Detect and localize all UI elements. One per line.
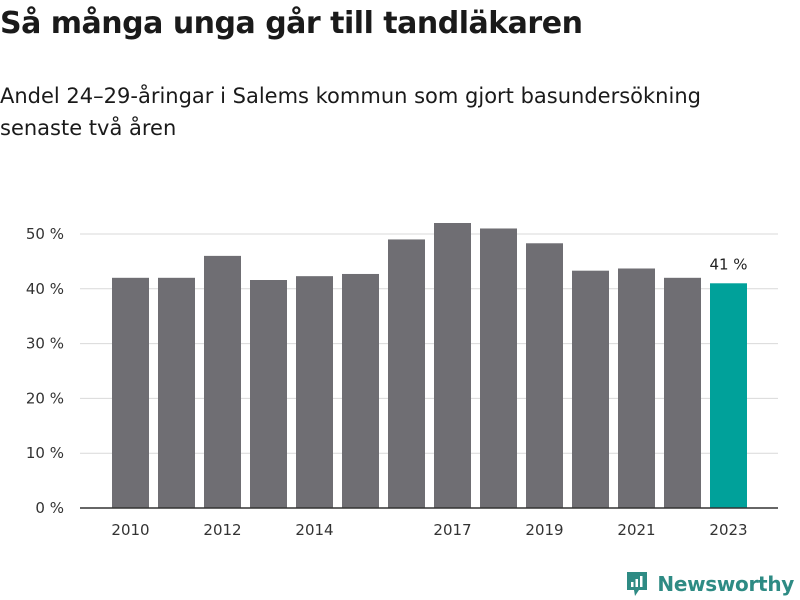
bar <box>388 239 425 508</box>
bar <box>480 228 517 508</box>
bar-chart: 0 % 10 % 20 % 30 % 40 % 50 % 2010 2012 2014 2017 2… <box>26 223 778 539</box>
bar <box>434 223 471 508</box>
newsworthy-logo-icon <box>627 572 648 596</box>
bar <box>250 280 287 508</box>
bar <box>526 243 563 508</box>
y-tick-label: 0 % <box>35 499 64 517</box>
bar <box>112 277 149 508</box>
x-tick-label: 2021 <box>617 521 655 539</box>
y-tick-label: 10 % <box>26 444 64 462</box>
x-tick-label: 2012 <box>203 521 241 539</box>
newsworthy-brand: Newsworthy <box>625 569 794 599</box>
y-tick-label: 30 % <box>26 335 64 353</box>
bar <box>204 255 241 508</box>
x-tick-label: 2017 <box>433 521 471 539</box>
bar <box>296 276 333 508</box>
bar <box>710 283 747 508</box>
x-tick-label: 2014 <box>295 521 333 539</box>
bar <box>664 277 701 508</box>
x-tick-label: 2023 <box>709 521 747 539</box>
bar <box>158 277 195 508</box>
y-tick-label: 20 % <box>26 389 64 407</box>
bar <box>618 268 655 508</box>
x-tick-label: 2019 <box>525 521 563 539</box>
bar <box>572 270 609 508</box>
chart-subtitle: Andel 24–29-åringar i Salems kommun som … <box>0 84 701 140</box>
x-tick-label: 2010 <box>111 521 149 539</box>
y-tick-label: 50 % <box>26 225 64 243</box>
y-tick-label: 40 % <box>26 280 64 298</box>
data-label: 41 % <box>709 255 747 273</box>
bar <box>342 273 379 508</box>
chart-title: Så många unga går till tandläkaren <box>0 6 583 41</box>
brand-name: Newsworthy <box>657 572 794 596</box>
